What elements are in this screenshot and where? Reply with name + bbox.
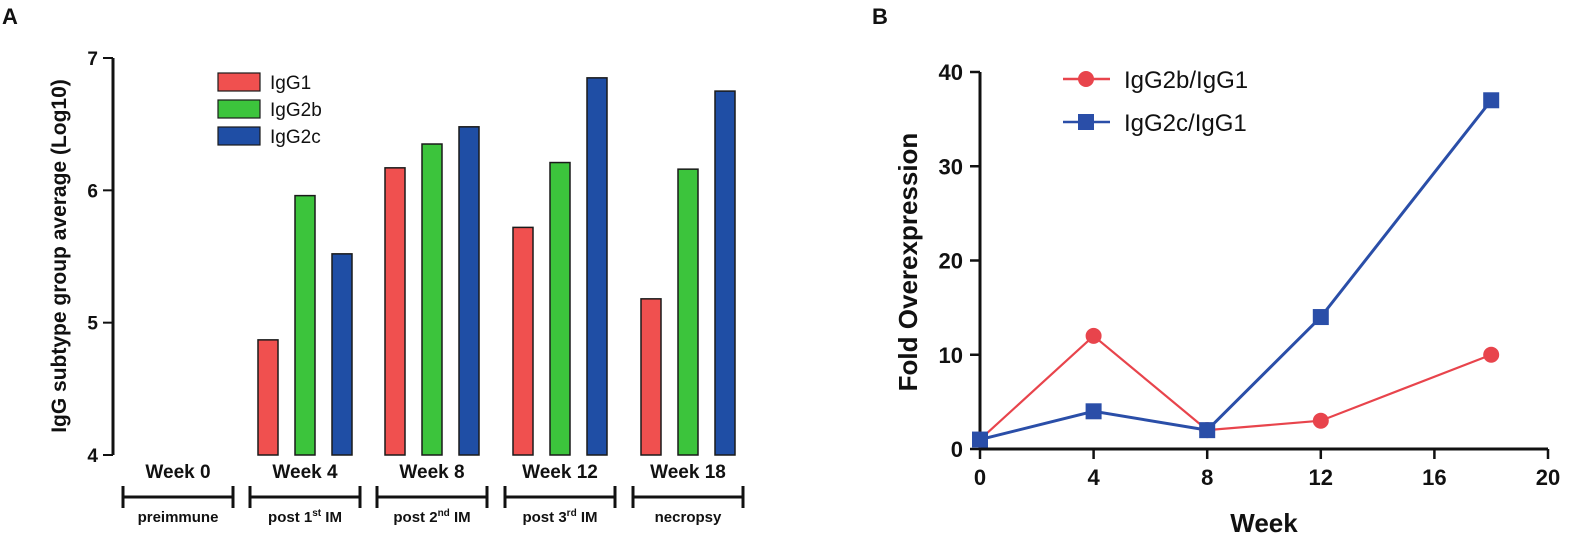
bar-igg2b-week-12 xyxy=(549,161,571,456)
legend-marker-circle xyxy=(1078,71,1094,87)
series-line-igg2c-igg1 xyxy=(979,99,1493,442)
panel-a-category-label: Week 0 xyxy=(145,462,210,483)
series-line-igg2b-igg1 xyxy=(979,334,1492,441)
bar-igg2b-week-18 xyxy=(677,168,699,456)
legend-swatch-igg1 xyxy=(217,72,261,92)
data-point-igg2b-igg1 xyxy=(1483,346,1500,363)
bar-igg2c-week-4 xyxy=(331,253,353,456)
panel-a-category-label: Week 18 xyxy=(650,462,726,483)
panel-b-x-tick-label: 4 xyxy=(1087,465,1100,490)
panel-b-x-tick-label: 20 xyxy=(1536,465,1560,490)
panel-b-y-tick-label: 40 xyxy=(939,60,963,85)
panel-a-category-label: Week 12 xyxy=(522,462,598,483)
panel-a-category-subtitle: post 3rd IM xyxy=(522,508,597,526)
legend-label-igg2b-igg1: IgG2b/IgG1 xyxy=(1124,67,1248,94)
panel-b-line-chart: 0 10 20 30 40 0 4 8 12 16 20 Week Fold Overexpres… xyxy=(893,60,1560,538)
bar-igg2c-week-18 xyxy=(714,90,736,456)
panel-a-y-axis-label: IgG subtype group average (Log10) xyxy=(48,79,71,433)
data-point-igg2c-igg1 xyxy=(1312,309,1329,326)
data-point-igg2b-igg1 xyxy=(1085,327,1102,344)
panel-b-x-tick-label: 8 xyxy=(1201,465,1213,490)
panel-b-legend: IgG2b/IgG1 IgG2c/IgG1 xyxy=(1063,67,1248,137)
panel-a-bar-chart: 4 5 6 7 IgG subtype group average (Log10) W… xyxy=(48,49,745,526)
panel-a-category-label: Week 4 xyxy=(272,462,338,483)
legend-swatch-igg2b xyxy=(217,99,261,119)
panel-a-category-subtitle: preimmune xyxy=(138,509,219,526)
data-point-igg2c-igg1 xyxy=(1199,422,1216,439)
legend-marker-square xyxy=(1078,114,1094,130)
panel-b-y-tick-label: 0 xyxy=(951,437,963,462)
data-point-igg2c-igg1 xyxy=(1085,403,1102,420)
panel-a-y-tick-label: 6 xyxy=(87,181,98,202)
panel-a-y-tick-label: 4 xyxy=(87,446,98,467)
panel-b-letter: B xyxy=(872,4,888,29)
panel-b-x-tick-label: 12 xyxy=(1309,465,1333,490)
panel-a-category-label: Week 8 xyxy=(399,462,464,483)
panel-b-y-axis-label: Fold Overexpression xyxy=(893,133,923,392)
legend-swatch-igg2c xyxy=(217,126,261,146)
bar-igg1-week-4 xyxy=(257,339,279,456)
bar-igg2b-week-4 xyxy=(294,194,316,456)
panel-b-x-axis-label: Week xyxy=(1230,508,1298,538)
data-point-igg2c-igg1 xyxy=(1483,92,1500,109)
panel-a-y-tick-label: 5 xyxy=(87,314,98,335)
bar-igg2c-week-8 xyxy=(458,126,480,456)
data-point-igg2b-igg1 xyxy=(1312,412,1329,429)
bar-igg2b-week-8 xyxy=(421,143,443,456)
bar-igg1-week-18 xyxy=(640,298,662,456)
data-point-igg2c-igg1 xyxy=(972,431,988,448)
panel-a-legend: IgG1 IgG2b IgG2c xyxy=(217,72,322,148)
panel-b-x-tick-label: 16 xyxy=(1422,465,1446,490)
legend-label-igg1: IgG1 xyxy=(270,73,311,94)
panel-b-x-tick-label: 0 xyxy=(974,465,986,490)
panel-a-y-tick-label: 7 xyxy=(87,49,98,70)
panel-b-y-tick-label: 20 xyxy=(939,249,963,274)
legend-label-igg2b: IgG2b xyxy=(270,100,322,121)
panel-b-y-tick-label: 10 xyxy=(939,343,963,368)
panel-a-category-subtitle: post 2nd IM xyxy=(393,508,470,526)
bar-igg2c-week-12 xyxy=(586,77,608,456)
panel-a-letter: A xyxy=(2,4,18,29)
legend-label-igg2c: IgG2c xyxy=(270,127,321,148)
panel-a-category-subtitle: necropsy xyxy=(655,509,722,526)
legend-label-igg2c-igg1: IgG2c/IgG1 xyxy=(1124,110,1247,137)
bar-igg1-week-12 xyxy=(512,226,534,456)
bar-igg1-week-8 xyxy=(384,167,406,456)
panel-b-y-tick-label: 30 xyxy=(939,154,963,179)
panel-a-category-subtitle: post 1st IM xyxy=(268,508,342,526)
